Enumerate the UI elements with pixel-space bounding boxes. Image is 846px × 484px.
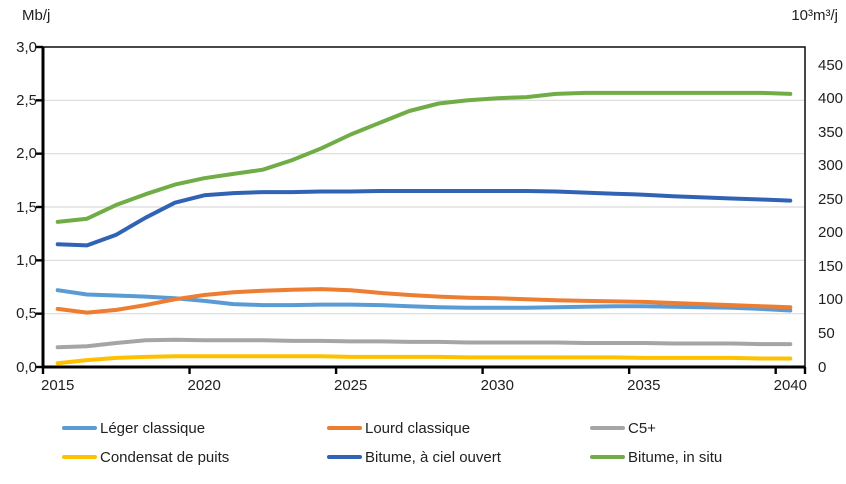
- y-left-tick-label: 0,5: [16, 305, 37, 323]
- legend-swatch-c5plus: [590, 426, 625, 430]
- y-left-tick-label: 3,0: [16, 38, 37, 56]
- x-axis-tick-label: 2015: [41, 377, 75, 394]
- series-line-5: [55, 90, 793, 224]
- legend-label-condensat-de-puits: Condensat de puits: [100, 448, 230, 466]
- y-right-tick-label: 150: [818, 257, 844, 275]
- x-axis-tick-label: 2025: [334, 377, 368, 394]
- right-axis-unit-label: 10³m³/j: [791, 7, 838, 24]
- series-line-2: [55, 337, 793, 350]
- legend-swatch-lourd-classique: [327, 426, 362, 430]
- y-right-tick-label: 250: [818, 190, 844, 208]
- legend-item-bitume-ciel-ouvert: Bitume, à ciel ouvert: [327, 448, 501, 466]
- y-left-tick-label: 2,0: [16, 145, 37, 163]
- legend-item-bitume-in-situ: Bitume, in situ: [590, 448, 723, 466]
- x-axis-tick-label: 2040: [773, 377, 807, 394]
- x-axis-tick-label: 2020: [187, 377, 221, 394]
- legend-item-c5plus: C5+: [590, 419, 656, 437]
- y-right-tick-label: 300: [818, 157, 844, 175]
- x-axis-tick-label: 2035: [627, 377, 661, 394]
- x-axis-tick-label: 2030: [480, 377, 514, 394]
- left-axis-unit-label: Mb/j: [22, 7, 51, 24]
- y-right-tick-label: 350: [818, 123, 844, 141]
- y-right-tick-label: 400: [818, 90, 844, 108]
- series-line-1: [55, 287, 793, 315]
- legend-label-lourd-classique: Lourd classique: [365, 419, 471, 437]
- legend-label-c5plus: C5+: [628, 419, 656, 437]
- legend-item-leger-classique: Léger classique: [62, 419, 206, 437]
- series-line-4: [55, 189, 793, 248]
- legend-swatch-leger-classique: [62, 426, 97, 430]
- y-left-tick-label: 1,5: [16, 198, 37, 216]
- y-right-tick-label: 0: [818, 358, 827, 376]
- legend-swatch-condensat-de-puits: [62, 455, 97, 459]
- legend-label-leger-classique: Léger classique: [100, 419, 206, 437]
- y-left-tick-label: 1,0: [16, 251, 37, 269]
- y-right-tick-label: 50: [818, 324, 835, 342]
- y-right-tick-label: 200: [818, 224, 844, 242]
- y-left-tick-label: 2,5: [16, 91, 37, 109]
- legend-item-condensat-de-puits: Condensat de puits: [62, 448, 230, 466]
- legend-swatch-bitume-ciel-ouvert: [327, 455, 362, 459]
- legend-label-bitume-ciel-ouvert: Bitume, à ciel ouvert: [365, 448, 501, 466]
- legend-item-lourd-classique: Lourd classique: [327, 419, 471, 437]
- series-line-3: [55, 354, 793, 366]
- legend-swatch-bitume-in-situ: [590, 455, 625, 459]
- y-right-tick-label: 450: [818, 56, 844, 74]
- y-right-tick-label: 100: [818, 291, 844, 309]
- legend-label-bitume-in-situ: Bitume, in situ: [628, 448, 723, 466]
- y-left-tick-label: 0,0: [16, 358, 37, 376]
